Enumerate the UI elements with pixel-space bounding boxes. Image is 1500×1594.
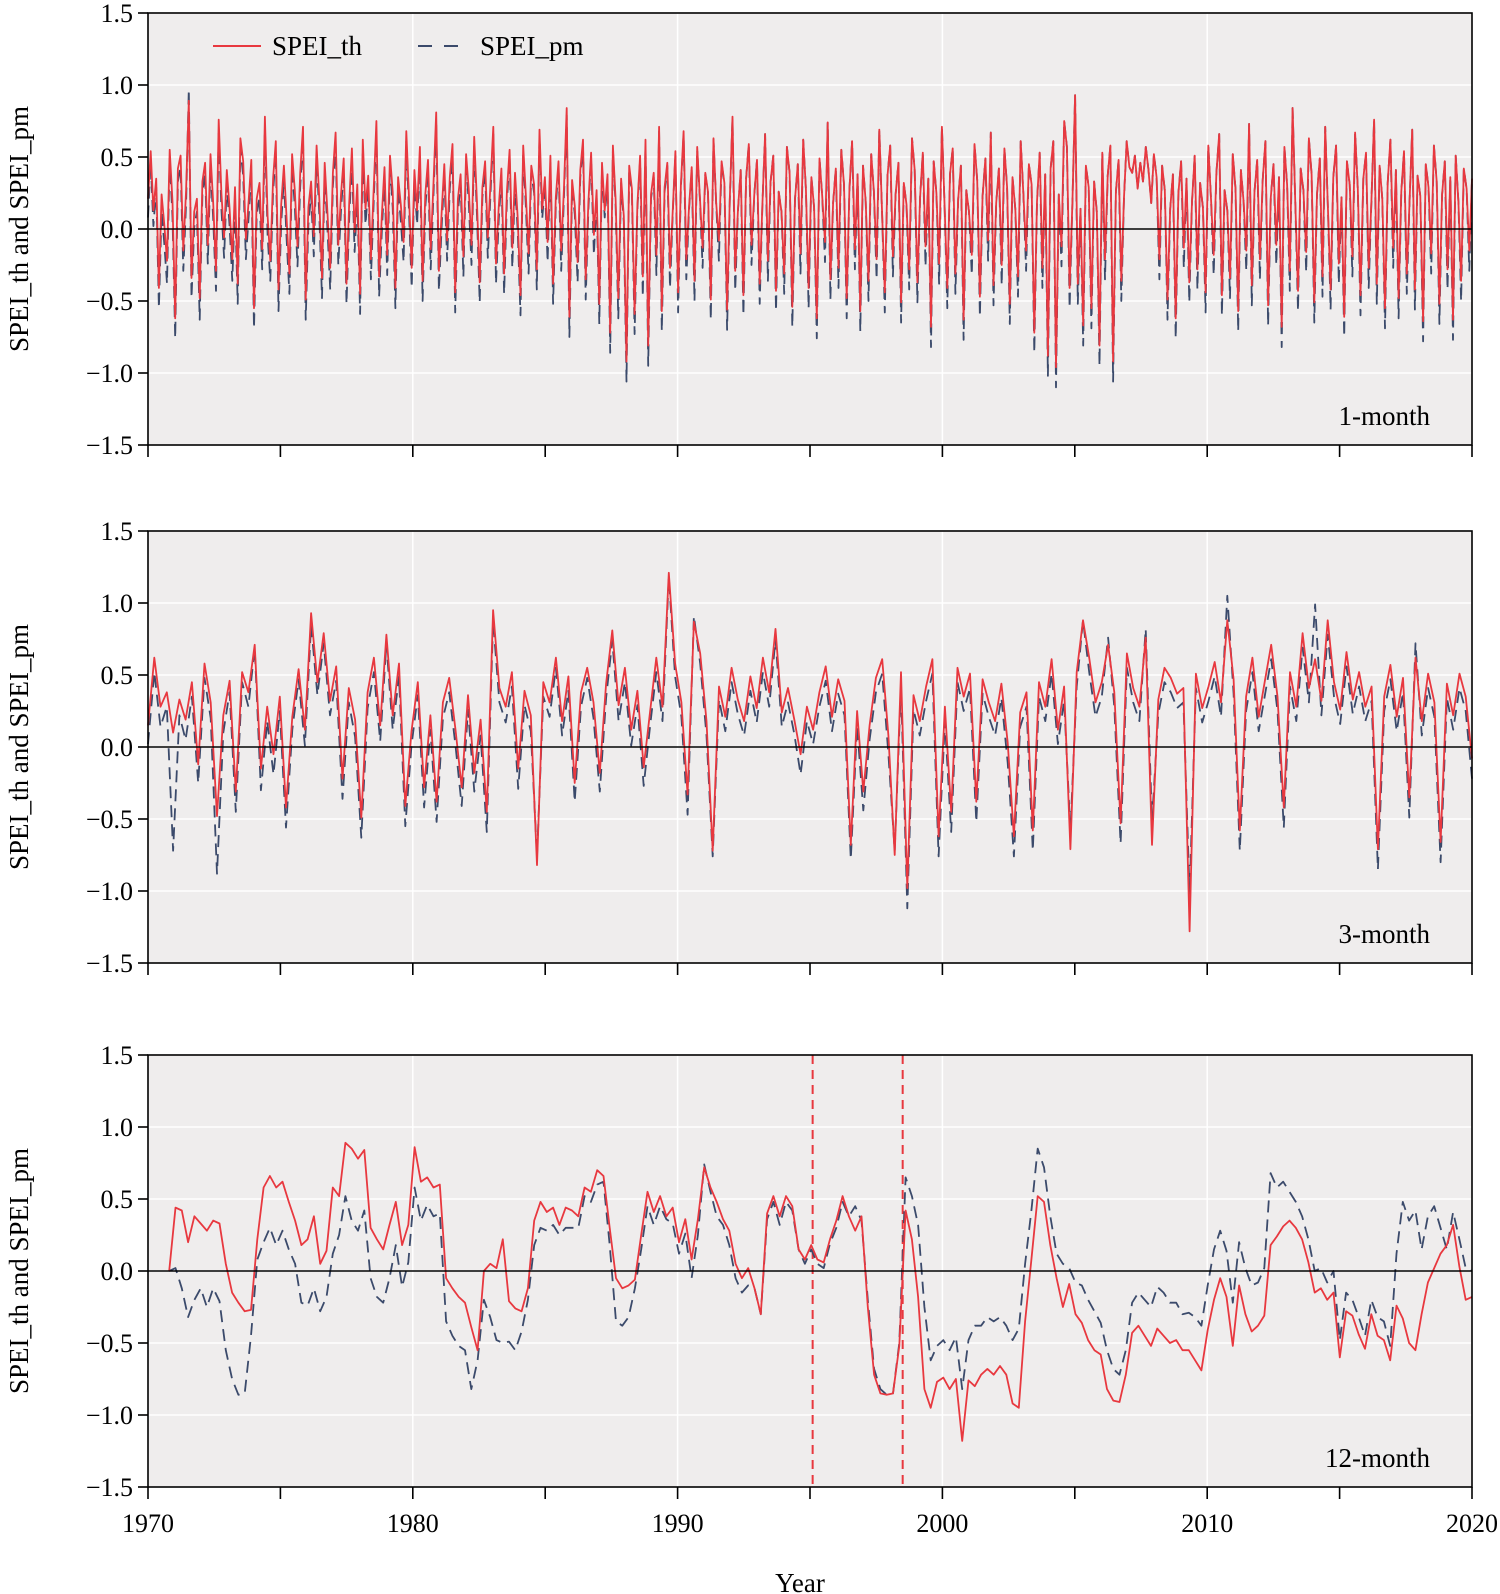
x-tick-label: 1970	[122, 1509, 174, 1538]
y-tick-label: 0.0	[101, 215, 134, 244]
y-tick-label: 0.0	[101, 733, 134, 762]
x-tick-label: 2020	[1446, 1509, 1498, 1538]
series-line-SPEI_th	[147, 571, 1473, 933]
y-axis-title: SPEI_th and SPEI_pm	[4, 624, 34, 870]
y-tick-label: 0.5	[101, 143, 134, 172]
y-tick-label: −1.0	[86, 1401, 133, 1430]
series-line-SPEI_th	[147, 94, 1473, 369]
y-tick-label: 1.0	[101, 71, 134, 100]
legend-label-SPEI_pm: SPEI_pm	[480, 31, 584, 61]
panel-3-month: 1.5 1.0 0.5 0.0 −0.5 −1.0 −1.5 SPEI_th and SPEI…	[4, 517, 1473, 978]
x-tick-label: 1990	[652, 1509, 704, 1538]
y-tick-label: 1.5	[101, 1041, 134, 1070]
y-tick-label: 1.0	[101, 589, 134, 618]
y-tick-label: 1.5	[101, 0, 134, 28]
y-tick-label: −0.5	[86, 805, 133, 834]
y-tick-label: −0.5	[86, 1329, 133, 1358]
legend-label-SPEI_th: SPEI_th	[272, 31, 363, 61]
y-tick-label: −1.0	[86, 877, 133, 906]
y-tick-label: 1.5	[101, 517, 134, 546]
x-tick-label: 2000	[916, 1509, 968, 1538]
y-tick-label: 0.5	[101, 661, 134, 690]
panel-label: 3-month	[1339, 919, 1431, 949]
y-tick-label: 0.5	[101, 1185, 134, 1214]
y-tick-label: −1.0	[86, 359, 133, 388]
y-tick-label: −0.5	[86, 287, 133, 316]
x-tick-label: 2010	[1181, 1509, 1233, 1538]
y-tick-label: 1.0	[101, 1113, 134, 1142]
y-tick-label: −1.5	[86, 1473, 133, 1502]
series-line-SPEI_pm	[168, 1147, 1473, 1396]
panel-label: 12-month	[1325, 1443, 1430, 1473]
series-line-SPEI_pm	[147, 576, 1473, 910]
panel-1-month: 1.5 1.0 0.5 0.0 −0.5 −1.0 −1.5 SPEI_th and SPEI…	[4, 0, 1473, 460]
legend: SPEI_th SPEI_pm	[213, 31, 584, 61]
y-tick-label: 0.0	[101, 1257, 134, 1286]
y-tick-label: −1.5	[86, 431, 133, 460]
y-tick-label: −1.5	[86, 949, 133, 978]
chart-panels: 1.5 1.0 0.5 0.0 −0.5 −1.0 −1.5 SPEI_th and SPEI…	[4, 0, 1498, 1538]
y-axis-title: SPEI_th and SPEI_pm	[4, 106, 34, 352]
panel-12-month: 1.5 1.0 0.5 0.0 −0.5 −1.0 −1.5 1970 1980 1990 2000…	[4, 1041, 1498, 1538]
y-axis-title: SPEI_th and SPEI_pm	[4, 1148, 34, 1394]
series-line-SPEI_th	[168, 1141, 1473, 1442]
x-tick-label: 1980	[387, 1509, 439, 1538]
x-axis-title: Year	[775, 1568, 825, 1594]
panel-label: 1-month	[1339, 401, 1431, 431]
